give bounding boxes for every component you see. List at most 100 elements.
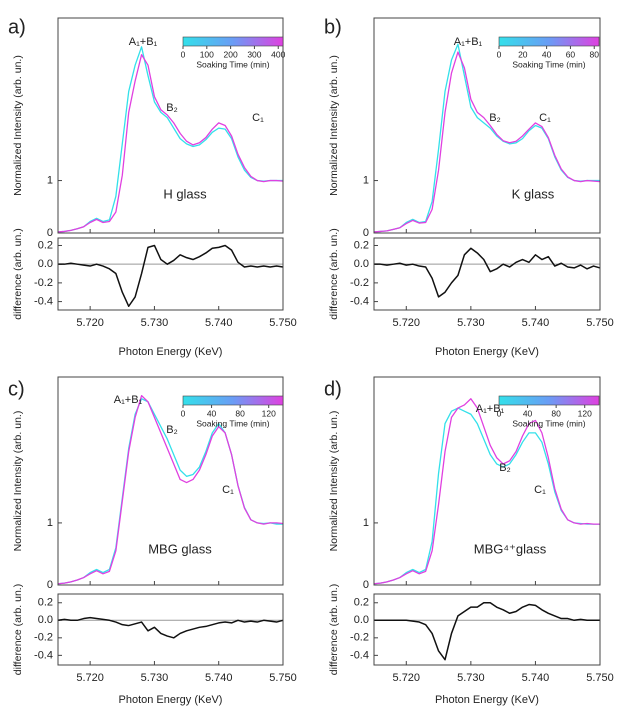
plot-frame bbox=[57, 17, 284, 234]
y-tick-label: 0.2 bbox=[38, 597, 53, 609]
peak-annotation: A₁+B₁ bbox=[476, 403, 505, 415]
y-tick-label: -0.4 bbox=[350, 649, 369, 661]
y-axis-label: difference (arb. un.) bbox=[12, 584, 24, 675]
x-tick-label: 5.720 bbox=[393, 317, 421, 329]
sample-label: H glass bbox=[163, 186, 207, 201]
sample-label: MBG glass bbox=[148, 541, 212, 556]
colorbar-tick-label: 0 bbox=[497, 408, 502, 418]
peak-annotation: C₁ bbox=[252, 112, 264, 124]
x-tick-label: 5.730 bbox=[457, 672, 485, 684]
x-axis-label: Photon Energy (KeV) bbox=[119, 346, 223, 358]
y-axis-label: difference (arb. un.) bbox=[328, 228, 340, 319]
y-tick-label: -0.2 bbox=[350, 632, 369, 644]
x-tick-label: 5.740 bbox=[205, 672, 233, 684]
y-tick-label: -0.2 bbox=[34, 277, 53, 289]
x-axis-label: Photon Energy (KeV) bbox=[435, 346, 539, 358]
x-tick-label: 5.720 bbox=[76, 672, 104, 684]
peak-annotation: A₁+B₁ bbox=[114, 394, 143, 406]
colorbar-tick-label: 20 bbox=[518, 49, 528, 59]
plot-frame bbox=[57, 237, 284, 311]
y-tick-label: -0.4 bbox=[34, 295, 53, 307]
y-tick-label: -0.2 bbox=[350, 277, 369, 289]
sample-label: MBG⁴⁺glass bbox=[474, 541, 547, 556]
y-tick-label: 0 bbox=[363, 227, 369, 239]
y-tick-label: 1 bbox=[363, 517, 369, 529]
y-tick-label: -0.4 bbox=[350, 295, 369, 307]
x-tick-label: 5.750 bbox=[269, 317, 297, 329]
plot-frame bbox=[373, 593, 601, 666]
colorbar-label: Soaking Time (min) bbox=[512, 59, 585, 69]
y-axis-label: Normalized Intensity (arb. un.) bbox=[12, 411, 24, 552]
panel-label: d) bbox=[324, 378, 342, 400]
spectrum-line bbox=[57, 394, 284, 585]
colorbar bbox=[182, 36, 284, 47]
colorbar-tick-label: 400 bbox=[271, 49, 285, 59]
y-tick-label: 0 bbox=[363, 579, 369, 591]
colorbar-label: Soaking Time (min) bbox=[196, 59, 269, 69]
sample-label: K glass bbox=[512, 186, 555, 201]
y-tick-label: 0 bbox=[47, 579, 53, 591]
peak-annotation: B₂ bbox=[489, 112, 501, 124]
peak-annotation: B₂ bbox=[166, 424, 178, 436]
colorbar bbox=[182, 395, 284, 406]
colorbar bbox=[498, 395, 600, 406]
peak-annotation: C₁ bbox=[539, 112, 551, 124]
y-tick-label: -0.2 bbox=[34, 632, 53, 644]
y-axis-label: Normalized Intensity (arb. un.) bbox=[328, 55, 340, 196]
panel-label: b) bbox=[324, 16, 342, 38]
colorbar bbox=[498, 36, 600, 47]
colorbar-tick-label: 40 bbox=[542, 49, 552, 59]
y-tick-label: 0.2 bbox=[354, 239, 369, 251]
spectrum-line bbox=[373, 51, 601, 233]
colorbar-tick-label: 0 bbox=[181, 49, 186, 59]
difference-line bbox=[374, 247, 601, 298]
colorbar-tick-label: 80 bbox=[235, 408, 245, 418]
colorbar-label: Soaking Time (min) bbox=[512, 418, 585, 428]
plot-frame bbox=[57, 376, 284, 586]
plot-frame bbox=[373, 17, 601, 234]
y-tick-label: 0.0 bbox=[38, 614, 53, 626]
y-tick-label: 1 bbox=[363, 174, 369, 186]
colorbar-tick-label: 300 bbox=[247, 49, 261, 59]
x-tick-label: 5.720 bbox=[393, 672, 421, 684]
y-axis-label: Normalized Intensity (arb. un.) bbox=[328, 411, 340, 552]
peak-annotation: B₂ bbox=[499, 462, 511, 474]
spectrum-line bbox=[57, 46, 283, 233]
x-tick-label: 5.750 bbox=[269, 672, 297, 684]
colorbar-tick-label: 200 bbox=[224, 49, 238, 59]
colorbar-tick-label: 80 bbox=[590, 49, 600, 59]
x-tick-label: 5.730 bbox=[141, 672, 169, 684]
y-tick-label: 0.2 bbox=[354, 597, 369, 609]
colorbar-tick-label: 120 bbox=[262, 408, 276, 418]
y-tick-label: 1 bbox=[47, 517, 53, 529]
y-tick-label: -0.4 bbox=[34, 649, 53, 661]
y-axis-label: Normalized Intensity (arb. un.) bbox=[12, 55, 24, 196]
colorbar-tick-label: 120 bbox=[578, 408, 592, 418]
colorbar-tick-label: 0 bbox=[181, 408, 186, 418]
x-tick-label: 5.740 bbox=[522, 672, 550, 684]
y-tick-label: 1 bbox=[47, 174, 53, 186]
x-tick-label: 5.730 bbox=[457, 317, 485, 329]
peak-annotation: B₂ bbox=[166, 102, 178, 114]
y-axis-label: difference (arb. un.) bbox=[12, 228, 24, 319]
peak-annotation: C₁ bbox=[222, 484, 234, 496]
colorbar-tick-label: 80 bbox=[551, 408, 561, 418]
spectrum-line bbox=[373, 398, 600, 585]
x-tick-label: 5.740 bbox=[205, 317, 233, 329]
plot-frame bbox=[373, 376, 601, 586]
colorbar-tick-label: 40 bbox=[207, 408, 217, 418]
x-axis-label: Photon Energy (KeV) bbox=[435, 694, 539, 706]
y-tick-label: 0.0 bbox=[354, 614, 369, 626]
peak-annotation: C₁ bbox=[534, 484, 546, 496]
spectrum-line bbox=[57, 54, 284, 233]
y-axis-label: difference (arb. un.) bbox=[328, 584, 340, 675]
colorbar-tick-label: 0 bbox=[497, 49, 502, 59]
plot-frame bbox=[57, 593, 284, 666]
colorbar-tick-label: 40 bbox=[523, 408, 533, 418]
x-tick-label: 5.720 bbox=[76, 317, 104, 329]
spectrum-line bbox=[373, 43, 600, 233]
y-tick-label: 0.2 bbox=[38, 239, 53, 251]
colorbar-tick-label: 60 bbox=[566, 49, 576, 59]
